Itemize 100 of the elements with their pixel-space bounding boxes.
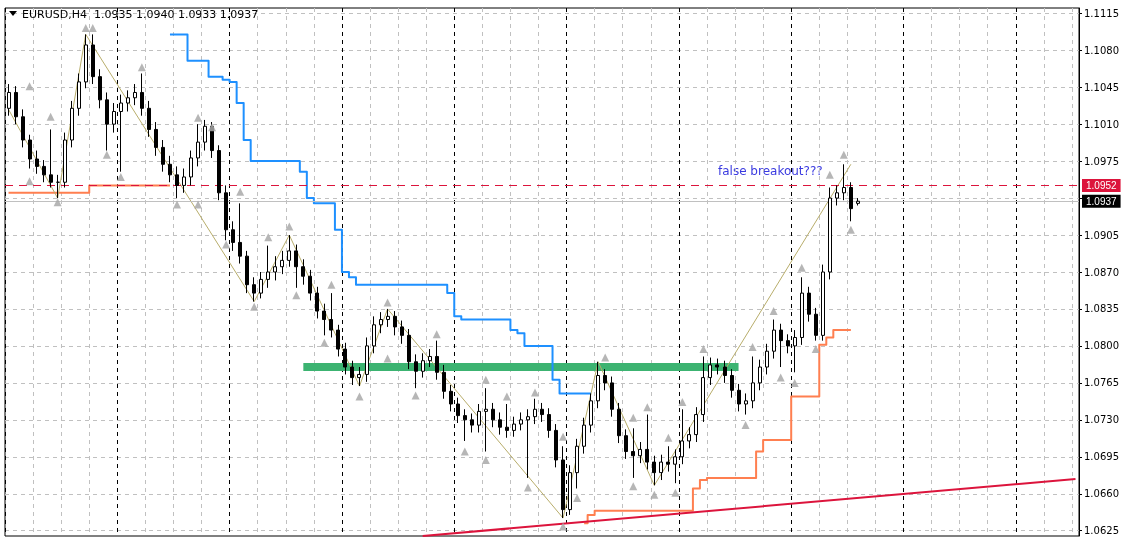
point (797, 263, 806, 272)
point (776, 373, 785, 382)
point (25, 82, 34, 91)
candlestick (336, 324, 340, 357)
candlestick (610, 376, 614, 418)
candlestick (596, 361, 600, 409)
candlestick (491, 402, 495, 428)
candlestick (308, 269, 312, 302)
point (102, 150, 111, 159)
candlestick (512, 416, 516, 438)
point (383, 298, 392, 307)
candlestick (701, 355, 705, 423)
candlestick (386, 308, 390, 328)
point (748, 342, 757, 351)
point (411, 391, 420, 400)
candlestick (849, 181, 853, 222)
candlestick (56, 174, 60, 199)
y-tick-label: 1.0835 (1084, 303, 1119, 315)
candlestick (505, 403, 509, 439)
candlestick (730, 368, 734, 399)
y-tick-label: 1.0730 (1084, 414, 1119, 426)
candlestick (470, 413, 474, 434)
point (194, 200, 203, 209)
candlestick (652, 455, 656, 486)
candlestick (428, 348, 432, 368)
candlestick (540, 402, 544, 423)
candlestick (758, 359, 762, 391)
candlestick (828, 187, 832, 280)
point (25, 177, 34, 186)
candlestick (645, 414, 649, 470)
candlestick (301, 258, 305, 286)
candlestick (42, 159, 46, 183)
candlestick (751, 355, 755, 409)
candlestick (168, 155, 172, 183)
point (559, 432, 568, 441)
candlestick (603, 368, 607, 391)
point (46, 112, 55, 121)
point (601, 353, 610, 362)
candlestick (14, 85, 18, 125)
candlestick (329, 292, 333, 338)
y-tick-label: 1.0765 (1084, 377, 1119, 389)
point (790, 378, 799, 387)
candlestick (182, 168, 186, 194)
candlestick (196, 123, 200, 167)
candlestick (98, 68, 102, 109)
candlestick (77, 72, 81, 117)
candlestick (393, 310, 397, 336)
y-tick-label: 1.0975 (1084, 155, 1119, 167)
candlestick (322, 303, 326, 336)
annotation: false breakout??? (718, 164, 823, 178)
candlestick (807, 286, 811, 323)
point (530, 388, 539, 397)
point (769, 307, 778, 316)
candlestick (575, 438, 579, 489)
candlestick (800, 276, 804, 346)
candlestick (245, 250, 249, 294)
point (678, 397, 687, 406)
candlestick (238, 202, 242, 265)
candlestick (350, 360, 354, 386)
candlestick (708, 357, 712, 386)
point (137, 63, 146, 72)
candlestick (435, 340, 439, 381)
y-tick-label: 1.1080 (1084, 44, 1119, 56)
candlestick (365, 336, 369, 383)
candlestick (582, 417, 586, 455)
y-tick-label: 1.1115 (1084, 7, 1119, 19)
candlestick (49, 128, 53, 189)
point (481, 455, 490, 464)
candlestick (835, 184, 839, 206)
candlestick (315, 286, 319, 319)
line-series (8, 33, 852, 519)
candlestick (842, 163, 846, 201)
candlestick (84, 33, 88, 89)
point (460, 447, 469, 456)
candlestick (70, 100, 74, 148)
candlestick (779, 323, 783, 368)
candlestick (533, 398, 537, 425)
candlestick (357, 366, 361, 387)
candlestick (133, 83, 137, 106)
candlestick (421, 352, 425, 379)
candlestick (694, 406, 698, 443)
point (741, 421, 750, 430)
candlestick (484, 387, 488, 453)
point (839, 150, 848, 159)
point (320, 338, 329, 347)
y-tick-label: 1.0695 (1084, 451, 1119, 463)
candlestick (477, 403, 481, 434)
candlestick (617, 402, 621, 444)
candlestick (687, 426, 691, 449)
candlestick (294, 244, 298, 289)
candlestick (126, 89, 130, 112)
candlestick (673, 448, 677, 484)
candlestick (519, 411, 523, 431)
candlestick (161, 139, 165, 173)
candlestick (189, 150, 193, 186)
point (671, 488, 680, 497)
candlestick (638, 441, 642, 464)
point (383, 354, 392, 363)
point (846, 225, 855, 234)
candlestick (259, 271, 263, 299)
